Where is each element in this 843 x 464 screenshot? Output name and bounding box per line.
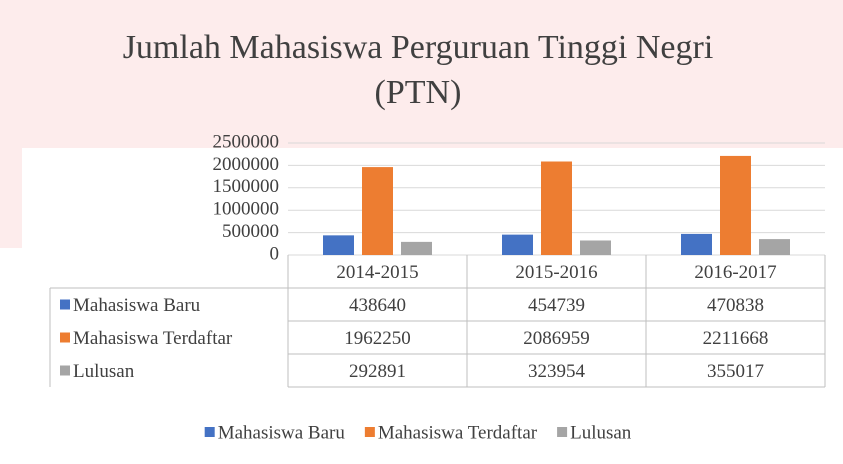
legend-label: Mahasiswa Baru	[218, 422, 346, 443]
table-row-label: Mahasiswa Terdaftar	[73, 328, 233, 349]
x-tick-label: 2015-2016	[515, 262, 597, 283]
bar	[323, 235, 354, 255]
x-tick-label: 2014-2015	[336, 262, 418, 283]
y-tick-label: 500000	[222, 221, 279, 242]
bar	[502, 234, 533, 255]
table-cell: 323954	[528, 361, 586, 382]
y-tick-label: 2000000	[213, 154, 280, 175]
legend-key	[204, 427, 215, 437]
table-cell: 292891	[349, 361, 406, 382]
legend-key	[60, 299, 70, 310]
background-band	[0, 0, 843, 148]
y-tick-label: 1500000	[213, 176, 280, 197]
bar	[720, 155, 751, 255]
table-cell: 1962250	[344, 328, 411, 349]
table-cell: 454739	[528, 295, 585, 316]
table-row-label: Lulusan	[73, 361, 135, 382]
bar	[541, 161, 572, 255]
bar	[580, 240, 611, 255]
legend-key	[60, 332, 70, 343]
table-cell: 2086959	[523, 328, 590, 349]
legend-key	[60, 365, 70, 376]
table-cell: 470838	[707, 295, 764, 316]
legend-key	[557, 427, 568, 437]
bar	[362, 167, 393, 255]
table-cell: 2211668	[703, 328, 769, 349]
y-tick-label: 2500000	[213, 131, 280, 152]
legend-key	[364, 427, 375, 437]
bar	[401, 241, 432, 255]
background-band	[0, 148, 22, 248]
y-tick-label: 1000000	[213, 199, 280, 220]
bar	[759, 239, 790, 255]
legend-label: Mahasiswa Terdaftar	[378, 422, 538, 443]
x-tick-label: 2016-2017	[694, 262, 776, 283]
table-cell: 355017	[707, 361, 764, 382]
chart-title: Jumlah Mahasiswa Perguruan Tinggi Negri(…	[123, 29, 714, 111]
table-cell: 438640	[349, 295, 406, 316]
table-row-label: Mahasiswa Baru	[73, 295, 201, 316]
y-tick-label: 0	[270, 243, 280, 264]
legend-label: Lulusan	[570, 422, 632, 443]
bar	[681, 233, 712, 255]
